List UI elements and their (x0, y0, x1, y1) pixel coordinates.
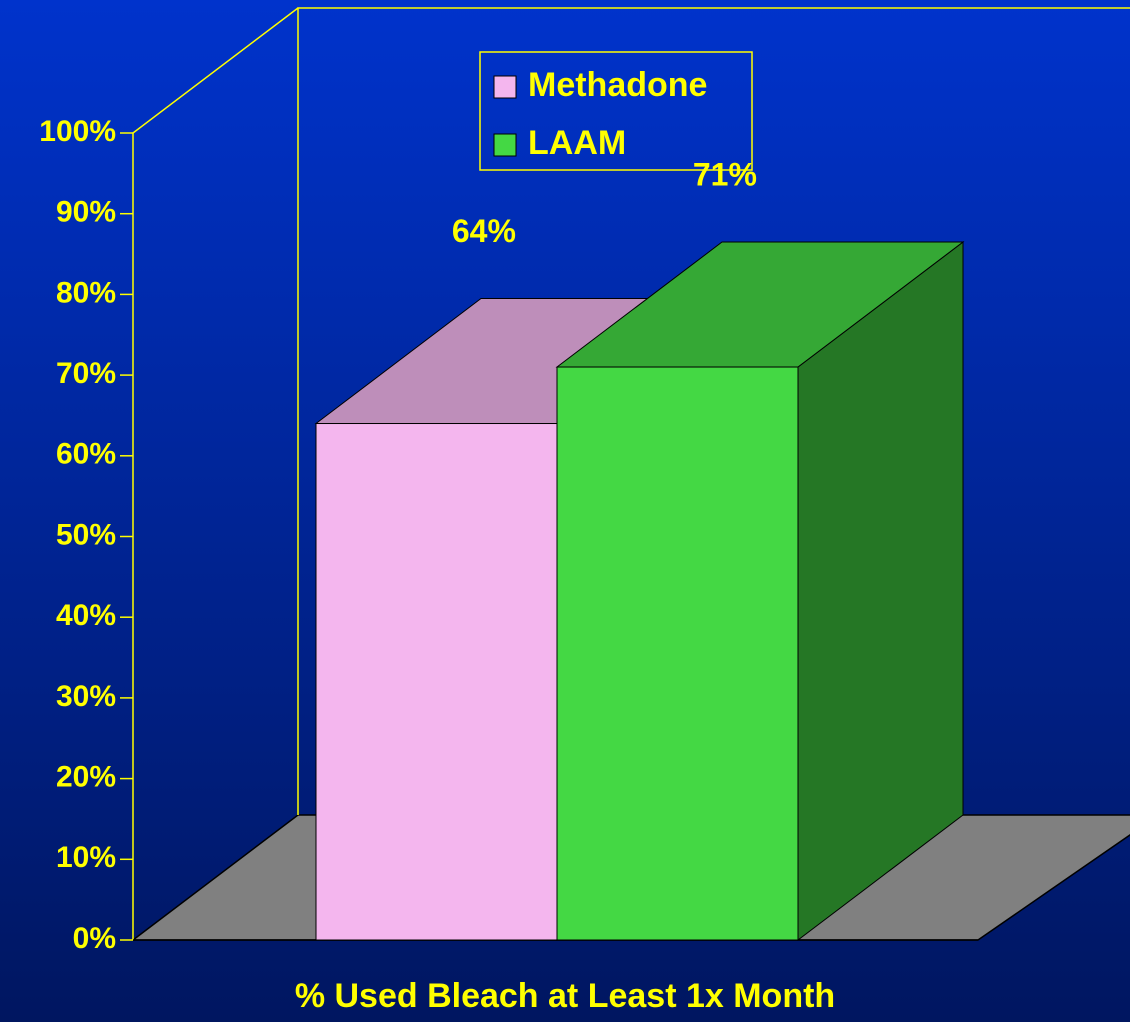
y-tick-label: 60% (56, 438, 116, 471)
legend-label: LAAM (528, 124, 626, 162)
y-tick-label: 100% (39, 115, 116, 148)
x-axis-title: % Used Bleach at Least 1x Month (295, 977, 835, 1015)
y-tick-label: 70% (56, 357, 116, 390)
y-tick-label: 10% (56, 841, 116, 874)
data-label: 71% (693, 156, 757, 192)
data-label: 64% (452, 213, 516, 249)
plot: 0% 10% 20% 30% 40% 50% 60% 70% 80% 90% 100% 64% Meth… (39, 66, 965, 955)
y-tick-label: 50% (56, 518, 116, 551)
legend-swatch (493, 75, 517, 99)
wall-edge (132, 7, 299, 134)
y-tick-label: 40% (56, 599, 116, 632)
bar-group (555, 241, 965, 942)
y-tick-label: 20% (56, 761, 116, 794)
y-tick-label: 90% (56, 196, 116, 229)
y-tick-label: 0% (73, 922, 116, 955)
y-tick-label: 80% (56, 276, 116, 309)
legend-swatch (493, 133, 517, 157)
legend-label: Methadone (528, 66, 707, 104)
bar (315, 423, 558, 941)
bar (556, 366, 799, 941)
y-tick-label: 30% (56, 680, 116, 713)
legend-box (479, 51, 753, 171)
